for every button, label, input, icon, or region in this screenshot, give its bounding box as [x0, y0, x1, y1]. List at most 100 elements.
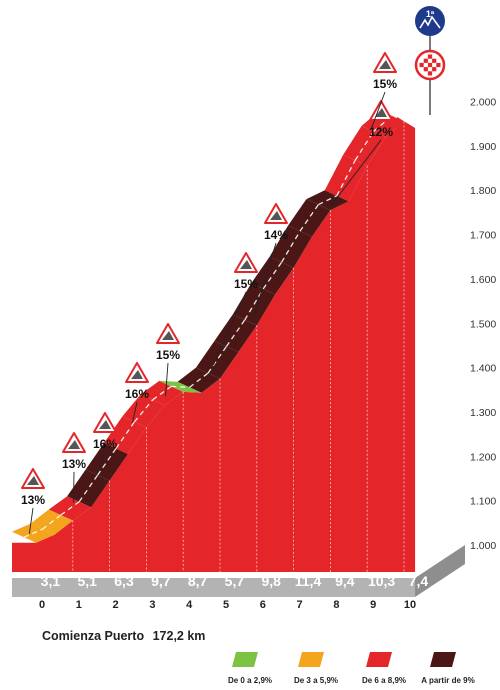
y-tick-label: 1.700 — [470, 230, 496, 242]
checker-square — [436, 62, 441, 68]
gradient-callout: 12% — [330, 100, 393, 206]
x-tick-label: 0 — [39, 599, 45, 611]
profile-dashed-line — [336, 159, 356, 196]
slope-icon — [379, 60, 391, 69]
callout-pointer — [165, 362, 169, 397]
y-tick-label: 1.800 — [470, 185, 496, 197]
gradient-callout-label: 12% — [369, 125, 393, 139]
profile-segment — [67, 469, 110, 508]
km-gradient-label: 6,3 — [114, 573, 134, 589]
profile-front-face — [12, 121, 416, 573]
y-tick-label: 1.200 — [470, 451, 496, 463]
km-gradient-label: 10,3 — [368, 573, 395, 589]
slope-icon — [375, 108, 387, 117]
legend-swatch — [430, 652, 456, 667]
profile-dashed-line — [171, 385, 190, 388]
legend-label: De 6 a 8,9% — [362, 676, 406, 685]
checker-square — [432, 67, 437, 72]
profile-dashed-line — [318, 195, 338, 206]
km-gradient-label: 11,4 — [295, 573, 322, 589]
y-tick-label: 1.300 — [470, 407, 496, 419]
slope-icon — [240, 260, 252, 269]
profile-dashed-line — [189, 372, 209, 388]
base-front — [12, 578, 416, 597]
profile-dashed-line — [281, 230, 301, 263]
km-gradient-label: 8,7 — [188, 573, 208, 589]
gradient-callouts: 13% 13% 16% 16% 15% 15% 14% 12% 15% — [21, 52, 397, 534]
checker-square — [432, 58, 437, 63]
gradient-callout: 15% — [212, 252, 258, 366]
y-tick-label: 1.600 — [470, 274, 496, 286]
km-gradient-label: 9,8 — [261, 573, 281, 589]
gradient-callout: 14% — [253, 203, 288, 317]
gradient-callout: 16% — [93, 412, 117, 477]
profile-dashed-line — [23, 528, 43, 538]
x-tick-label: 5 — [223, 599, 229, 611]
base-side — [415, 545, 465, 597]
legend-label: A partir de 9% — [421, 676, 475, 685]
km-gradient-label: 5,7 — [225, 573, 245, 589]
legend: De 0 a 2,9% De 3 a 5,9% De 6 a 8,9% A parti… — [228, 652, 475, 685]
slope-icon — [27, 476, 39, 485]
legend-item: De 6 a 8,9% — [362, 652, 406, 685]
profile-base — [12, 545, 465, 597]
category-badge-label: 1ª — [426, 9, 435, 19]
checker-square — [419, 62, 424, 68]
slope-icon — [99, 420, 111, 429]
callout-pointer — [371, 91, 386, 129]
gradient-callout-label: 13% — [21, 493, 45, 507]
gradient-callout-label: 15% — [156, 348, 180, 362]
legend-swatch — [366, 652, 392, 667]
profile-segment — [251, 256, 294, 295]
legend-label: De 0 a 2,9% — [228, 676, 272, 685]
km-gradient-label: 5,1 — [77, 573, 97, 589]
profile-segment — [214, 314, 257, 352]
profile-front-layer — [12, 121, 416, 573]
km-gradient-labels: 3,1 5,1 6,3 9,7 8,7 5,7 9,8 11,4 9,4 10,3 7,4 — [41, 573, 429, 589]
callout-pointer — [253, 242, 277, 317]
callout-pointer — [95, 451, 106, 477]
x-tick-label: 7 — [297, 599, 303, 611]
km-gradient-label: 9,7 — [151, 573, 171, 589]
profile-segment — [196, 340, 239, 379]
gradient-callout-label: 15% — [373, 77, 397, 91]
x-tick-label: 9 — [370, 599, 376, 611]
x-tick-label: 1 — [76, 599, 82, 611]
callout-pointer — [131, 401, 138, 423]
slope-icon — [68, 440, 80, 449]
summit-finish-flag-icon — [414, 49, 446, 81]
slope-icon — [162, 331, 174, 340]
y-axis-ticks: 1.000 1.100 1.200 1.300 1.400 1.500 1.600 1.700… — [470, 97, 496, 553]
profile-dashed-line — [152, 385, 172, 401]
legend-item: De 0 a 2,9% — [228, 652, 272, 685]
gradient-callout: 15% — [371, 52, 397, 129]
start-km-text: 172,2 km — [153, 629, 206, 643]
y-tick-label: 2.000 — [470, 97, 496, 109]
legend-item: De 3 a 5,9% — [294, 652, 338, 685]
km-divider-lines — [72, 121, 405, 572]
slope-icon — [131, 370, 143, 379]
profile-segment — [343, 125, 386, 166]
checker-square — [427, 54, 433, 59]
callout-pointer — [330, 139, 382, 206]
slope-icon — [270, 211, 282, 220]
gradient-callout-label: 15% — [234, 277, 258, 291]
start-label-text: Comienza Puerto — [42, 629, 144, 643]
gradient-callout: 16% — [125, 362, 149, 423]
x-tick-label: 4 — [186, 599, 193, 611]
gradient-callout-label: 14% — [264, 228, 288, 242]
gradient-callout: 13% — [62, 432, 86, 503]
gradient-callout-label: 16% — [125, 387, 149, 401]
x-tick-label: 2 — [113, 599, 119, 611]
checker-square — [423, 67, 428, 72]
legend-swatch — [232, 652, 258, 667]
gradient-callout-label: 13% — [62, 457, 86, 471]
profile-dashed-line — [42, 514, 62, 530]
summit-markers: 1ª — [414, 6, 446, 115]
gradient-callout-label: 16% — [93, 437, 117, 451]
y-tick-label: 1.400 — [470, 363, 496, 375]
callout-pointer — [212, 291, 247, 366]
km-gradient-label: 9,4 — [335, 573, 355, 589]
category-badge: 1ª — [415, 6, 445, 36]
callout-pointer — [28, 507, 34, 534]
